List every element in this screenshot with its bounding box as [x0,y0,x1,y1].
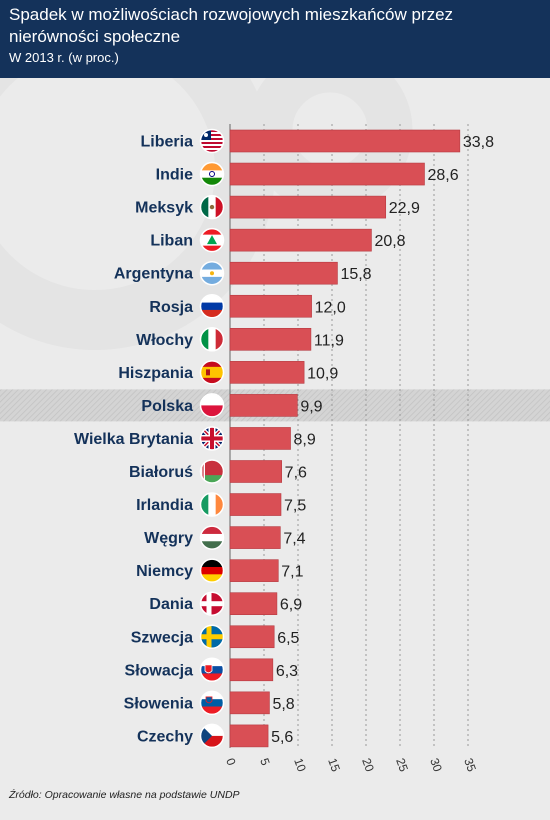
value-label: 7,5 [284,498,306,515]
category-label: Słowacja [125,662,194,679]
flag-argentina-icon [199,260,225,286]
bar-2 [229,162,425,186]
x-tick-label: 30 [427,756,445,774]
value-label: 20,8 [374,233,405,250]
category-label: Liban [150,233,193,250]
bar-17 [229,658,274,682]
value-label: 6,5 [277,630,299,647]
category-label: Słowenia [124,695,193,712]
source-note: Źródło: Opracowanie własne na podstawie … [9,789,240,801]
bar-13 [229,526,281,549]
category-label: Polska [141,398,193,415]
value-label: 28,6 [427,167,458,184]
bar-1 [229,129,461,153]
flag-lebanon-icon [199,227,225,253]
category-labels: Liberia Indie Meksyk Liban Argentyna Rosja Wło… [74,134,193,746]
flag-ireland-icon [199,492,225,517]
category-label: Węgry [144,530,193,547]
bar-15 [229,592,278,616]
bar-10 [229,427,291,450]
bar-19 [229,724,269,748]
flag-uk-icon [199,426,225,451]
category-label: Indie [156,167,193,184]
bars-group [229,129,461,748]
x-tick-label: 25 [393,756,411,774]
bar-6 [229,294,312,318]
value-label: 5,6 [271,729,293,746]
category-label: Argentyna [114,266,193,283]
category-label: Rosja [149,299,193,316]
bar-5 [229,261,338,285]
flag-russia-icon [199,294,225,319]
category-label: Włochy [136,332,193,349]
value-label: 10,9 [307,365,338,382]
value-labels: 33,8 28,6 22,9 20,815,8 12,0 11,9 10,9 9,9 8,9 7,… [271,134,494,746]
flag-slovakia-icon [199,657,225,683]
bar-8 [229,361,305,384]
value-label: 9,9 [300,398,322,415]
category-label: Hiszpania [118,365,193,382]
bar-3 [229,195,387,219]
value-label: 7,1 [281,564,303,581]
chart-header: Spadek w możliwościach rozwojowych miesz… [0,0,550,78]
bar-16 [229,625,275,649]
x-tick-label: 20 [359,756,377,774]
category-label: Meksyk [135,200,193,217]
chart-title: Spadek w możliwościach rozwojowych miesz… [9,5,454,46]
x-tick-label: 10 [291,756,309,774]
bar-9 [229,394,298,417]
x-tick-label: 15 [325,756,343,774]
value-label: 5,8 [272,696,294,713]
flag-mexico-icon [199,194,225,220]
flag-italy-icon [199,327,225,352]
flag-slovenia-icon [199,690,225,716]
bar-7 [229,327,312,351]
category-label: Liberia [141,134,194,151]
category-label: Wielka Brytania [74,431,193,448]
flag-india-icon [199,161,225,187]
bar-12 [229,493,282,516]
value-label: 6,3 [276,663,298,680]
category-label: Niemcy [136,563,193,580]
flag-poland-icon [199,393,225,418]
flag-denmark-icon [199,591,225,616]
value-label: 7,4 [283,531,305,548]
bar-18 [229,691,270,715]
bar-4 [229,228,372,252]
flag-czechia-icon [199,723,225,749]
value-label: 11,9 [314,332,344,349]
category-label: Irlandia [136,497,193,514]
value-label: 33,8 [463,134,494,151]
value-label: 6,9 [280,597,302,614]
value-label: 8,9 [294,431,316,448]
category-label: Dania [149,596,193,613]
x-tick-label: 0 [223,756,239,767]
flag-spain-icon [199,360,225,385]
flag-hungary-icon [199,525,225,550]
flag-sweden-icon [199,624,225,649]
x-tick-label: 5 [257,756,273,767]
value-label: 15,8 [340,266,371,283]
value-label: 22,9 [389,200,420,217]
x-axis-ticks: 0 5 10 15 20 25 30 35 [223,756,479,774]
chart-subtitle: W 2013 r. (w proc.) [9,50,119,65]
x-tick-label: 35 [461,756,479,774]
category-label: Szwecja [131,629,193,646]
category-label: Czechy [137,728,193,745]
value-label: 12,0 [315,299,346,316]
bar-14 [229,559,279,582]
flag-belarus-icon [199,459,225,484]
category-label: Białoruś [129,464,193,481]
value-label: 7,6 [285,465,307,482]
flag-liberia-icon [199,128,225,154]
flag-germany-icon [199,558,225,583]
flags-group [199,128,225,749]
bar-chart: Liberia Indie Meksyk Liban Argentyna Rosja Wło… [0,78,550,774]
bar-11 [229,460,282,483]
